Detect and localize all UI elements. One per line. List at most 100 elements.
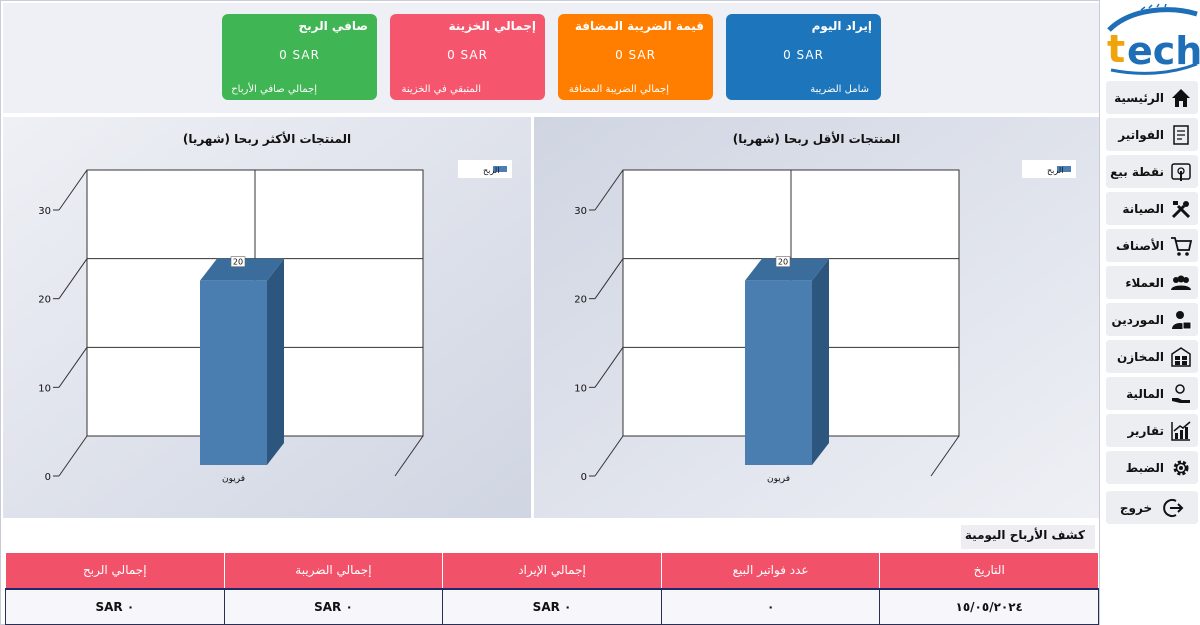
chart-legend <box>1022 160 1076 178</box>
sidebar-item-items[interactable]: الأصناف <box>1106 229 1198 262</box>
table-cell: SAR ٠ <box>223 588 444 625</box>
x-tick-label: فريون <box>222 474 245 484</box>
sidebar-item-logout[interactable]: خروج <box>1106 491 1198 524</box>
sidebar-item-warehouses[interactable]: المخازن <box>1106 340 1198 373</box>
sidebar: t ech الرئيسية الفواتير نقطة بيع الصيانة… <box>1101 0 1200 625</box>
table-header-cell[interactable]: إجمالي الضريبة <box>223 552 444 590</box>
y-tick-label: 30 <box>38 206 51 217</box>
tools-icon <box>1170 198 1192 220</box>
table-cell: SAR ٠ <box>5 588 225 625</box>
legend-swatch <box>493 166 507 172</box>
table-header-cell[interactable]: عدد فواتير البيع <box>660 552 881 590</box>
legend-label: الربح <box>1047 166 1063 175</box>
chart-floor-edge <box>930 435 960 477</box>
chart-most-profitable: المنتجات الأكثر ربحا (شهريا) 0 10 20 30 الربح… <box>3 117 531 518</box>
sidebar-item-label: العملاء <box>1125 275 1164 290</box>
card-value: 0 SAR <box>279 48 320 62</box>
home-icon <box>1170 87 1192 109</box>
chart-side-line <box>58 258 88 299</box>
card-value: 0 SAR <box>447 48 488 62</box>
chart-title: المنتجات الأكثر ربحا (شهريا) <box>183 131 351 146</box>
table-header-cell[interactable]: التاريخ <box>879 552 1099 590</box>
table-header-row: التاريخ عدد فواتير البيع إجمالي الإيراد … <box>5 552 1099 590</box>
sidebar-item-maintenance[interactable]: الصيانة <box>1106 192 1198 225</box>
sidebar-item-label: الموردين <box>1111 312 1164 327</box>
sidebar-item-label: الضبط <box>1125 460 1164 475</box>
sidebar-item-label: الصيانة <box>1122 201 1164 216</box>
money-hand-icon <box>1170 383 1192 405</box>
sidebar-item-customers[interactable]: العملاء <box>1106 266 1198 299</box>
bar-side <box>812 258 829 465</box>
sidebar-item-label: المخازن <box>1117 349 1164 364</box>
bar <box>745 280 812 465</box>
chart-up-icon <box>1170 420 1192 442</box>
card-subtitle: إجمالي الضريبة المضافة <box>568 84 669 95</box>
chart-side-line <box>594 347 624 388</box>
sidebar-item-label: المالية <box>1126 386 1164 401</box>
y-tick-label: 10 <box>38 383 51 394</box>
x-tick-label: فريون <box>767 474 790 484</box>
card-title: إيراد اليوم <box>811 19 872 33</box>
card-subtitle: شامل الضريبة <box>810 84 869 95</box>
chart-svg: المنتجات الأقل ربحا (شهريا) 0 10 20 30 الربح 2… <box>534 117 1099 518</box>
sidebar-item-reports[interactable]: تقارير <box>1106 414 1198 447</box>
chart-side-line <box>58 347 88 388</box>
supplier-icon <box>1170 309 1192 331</box>
sidebar-item-home[interactable]: الرئيسية <box>1106 81 1198 114</box>
table-header-cell[interactable]: إجمالي الإيراد <box>442 552 662 590</box>
sidebar-item-settings[interactable]: الضبط <box>1106 451 1198 484</box>
card-title: صافي الربح <box>298 19 368 33</box>
card-today-revenue[interactable]: إيراد اليوم 0 SAR شامل الضريبة <box>726 14 881 100</box>
warehouse-icon <box>1170 346 1192 368</box>
chart-least-profitable: المنتجات الأقل ربحا (شهريا) 0 10 20 30 الربح 2… <box>534 117 1099 518</box>
card-treasury-total[interactable]: إجمالي الخزينة 0 SAR المتبقي في الخزينة <box>390 14 545 100</box>
main-area: إيراد اليوم 0 SAR شامل الضريبة قيمة الضر… <box>0 0 1100 625</box>
touch-pos-icon <box>1170 161 1192 183</box>
chart-side-line <box>58 169 88 211</box>
sidebar-item-pos[interactable]: نقطة بيع <box>1106 155 1198 188</box>
table-cell: ١٥/٠٥/٢٠٢٤ <box>879 588 1099 625</box>
card-vat-value[interactable]: قيمة الضريبة المضافة 0 SAR إجمالي الضريب… <box>558 14 713 100</box>
bar-top <box>745 258 829 281</box>
y-tick-label: 0 <box>45 472 51 483</box>
table-header-cell[interactable]: إجمالي الربح <box>5 552 225 590</box>
daily-profit-table: التاريخ عدد فواتير البيع إجمالي الإيراد … <box>5 552 1099 625</box>
brand-logo: t ech <box>1101 0 1200 78</box>
table-cell: ٠ <box>660 588 881 625</box>
legend-label: الربح <box>483 166 499 175</box>
sidebar-item-label: تقارير <box>1127 423 1164 438</box>
data-label: 20 <box>778 258 788 267</box>
table-row[interactable]: ١٥/٠٥/٢٠٢٤ ٠ SAR ٠ SAR ٠ SAR ٠ <box>5 588 1099 625</box>
sidebar-item-finance[interactable]: المالية <box>1106 377 1198 410</box>
card-value: 0 SAR <box>615 48 656 62</box>
chart-side-line <box>594 435 624 477</box>
card-net-profit[interactable]: صافي الربح 0 SAR إجمالي صافي الأرباح <box>222 14 377 100</box>
card-title: قيمة الضريبة المضافة <box>574 19 704 33</box>
sidebar-item-invoices[interactable]: الفواتير <box>1106 118 1198 151</box>
y-tick-label: 30 <box>574 206 587 217</box>
sidebar-item-label: الفواتير <box>1118 127 1164 142</box>
y-tick-label: 10 <box>574 383 587 394</box>
table-cell: SAR ٠ <box>442 588 662 625</box>
svg-text:t: t <box>1107 27 1125 71</box>
gear-icon <box>1170 457 1192 479</box>
data-label-box <box>230 256 246 267</box>
chart-svg: المنتجات الأكثر ربحا (شهريا) 0 10 20 30 الربح… <box>3 117 531 518</box>
bar-top <box>200 258 284 281</box>
legend-swatch <box>1057 166 1071 172</box>
sidebar-item-label: الأصناف <box>1116 238 1164 253</box>
card-title: إجمالي الخزينة <box>448 19 536 33</box>
bar-side <box>267 258 284 465</box>
logout-icon <box>1162 497 1184 519</box>
chart-floor-edge <box>394 435 424 477</box>
chart-side-line <box>594 169 624 211</box>
summary-cards: إيراد اليوم 0 SAR شامل الضريبة قيمة الضر… <box>3 3 1099 113</box>
sidebar-item-suppliers[interactable]: الموردين <box>1106 303 1198 336</box>
sidebar-item-label: الرئيسية <box>1114 90 1164 105</box>
users-icon <box>1170 272 1192 294</box>
chart-side-line <box>594 258 624 299</box>
chart-legend <box>458 160 512 178</box>
y-tick-label: 20 <box>38 295 51 306</box>
sidebar-item-label: خروج <box>1119 500 1153 515</box>
chart-title: المنتجات الأقل ربحا (شهريا) <box>733 131 901 146</box>
